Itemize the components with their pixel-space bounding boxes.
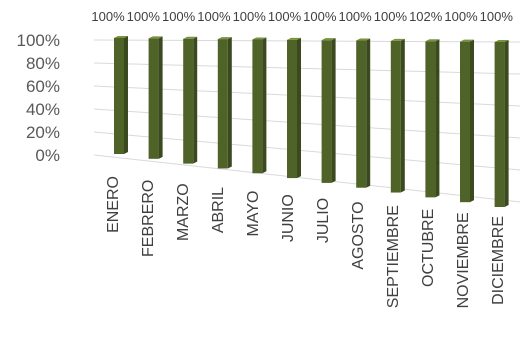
- x-category-label: SEPTIEMBRE: [385, 205, 402, 308]
- bar-top: [252, 37, 267, 40]
- x-category-label: MARZO: [175, 183, 192, 241]
- y-tick-label: 0%: [35, 146, 60, 165]
- bar: [183, 38, 194, 164]
- data-label: 100%: [303, 9, 337, 24]
- data-label: 100%: [374, 9, 408, 24]
- data-label: 100%: [127, 9, 161, 24]
- bar-side: [297, 37, 301, 179]
- gridline: [93, 154, 521, 203]
- y-tick-label: 80%: [26, 54, 60, 73]
- gridlines: [93, 39, 521, 203]
- bar-top: [321, 38, 336, 41]
- x-category-label: NOVIEMBRE: [455, 212, 472, 308]
- gridline: [93, 85, 521, 107]
- bar: [494, 42, 505, 207]
- y-tick-label: 100%: [17, 31, 60, 50]
- data-label: 100%: [91, 9, 125, 24]
- data-label: 102%: [409, 9, 443, 24]
- y-axis-ticks: 0% 20% 40% 60% 80% 100%: [17, 31, 60, 165]
- bar-side: [470, 39, 474, 203]
- y-tick-label: 60%: [26, 77, 60, 96]
- bar: [217, 39, 228, 169]
- y-tick-label: 40%: [26, 100, 60, 119]
- x-category-label: JULIO: [315, 198, 332, 243]
- x-axis-categories: ENERO FEBRERO MARZO ABRIL MAYO JUNIO JULIO AGOS…: [105, 176, 507, 308]
- data-label: 100%: [162, 9, 196, 24]
- data-labels: 100% 100% 100% 100% 100% 100% 100% 100% 100% 102%…: [91, 9, 513, 24]
- bar: [425, 41, 436, 198]
- bar-top: [148, 36, 163, 39]
- x-category-label: DICIEMBRE: [490, 216, 507, 305]
- x-category-label: MAYO: [245, 191, 262, 237]
- data-label: 100%: [233, 9, 267, 24]
- bar: [287, 39, 297, 179]
- bar-top: [183, 36, 198, 39]
- bar-side: [124, 36, 128, 154]
- x-category-label: OCTUBRE: [420, 209, 437, 287]
- bar-top: [114, 36, 128, 38]
- bar-side: [400, 38, 405, 193]
- x-category-label: ENERO: [105, 176, 122, 233]
- bar: [114, 38, 124, 154]
- bar-side: [435, 39, 440, 198]
- data-label: 100%: [197, 9, 231, 24]
- x-category-label: AGOSTO: [350, 201, 367, 269]
- bar-side: [262, 37, 267, 174]
- bar-top: [425, 39, 440, 42]
- bar-side: [158, 36, 163, 159]
- data-label: 100%: [480, 9, 514, 24]
- bar: [460, 41, 470, 203]
- gridline: [93, 62, 521, 75]
- bar-top: [494, 40, 509, 42]
- bar-top: [390, 38, 405, 41]
- bar-side: [331, 38, 336, 183]
- bar-top: [217, 37, 232, 40]
- gridline: [93, 39, 521, 43]
- bar-side: [366, 38, 371, 188]
- bar: [252, 39, 263, 174]
- bar: [148, 38, 159, 159]
- gridline: [93, 108, 521, 139]
- x-category-label: ABRIL: [210, 187, 227, 233]
- bar-side: [227, 37, 232, 169]
- data-label: 100%: [268, 9, 302, 24]
- gridline: [93, 131, 521, 171]
- bar: [390, 40, 401, 193]
- bar: [321, 40, 332, 183]
- bar-side: [504, 40, 509, 207]
- bar-side: [193, 36, 198, 164]
- bar-top: [460, 39, 474, 42]
- data-label: 100%: [338, 9, 372, 24]
- bar-top: [287, 37, 301, 40]
- data-label: 100%: [444, 9, 478, 24]
- bars: [114, 36, 509, 207]
- x-category-label: JUNIO: [280, 194, 297, 242]
- x-category-label: FEBRERO: [140, 180, 157, 257]
- y-tick-label: 20%: [26, 123, 60, 142]
- bar: [356, 40, 367, 188]
- bar-top: [356, 38, 371, 41]
